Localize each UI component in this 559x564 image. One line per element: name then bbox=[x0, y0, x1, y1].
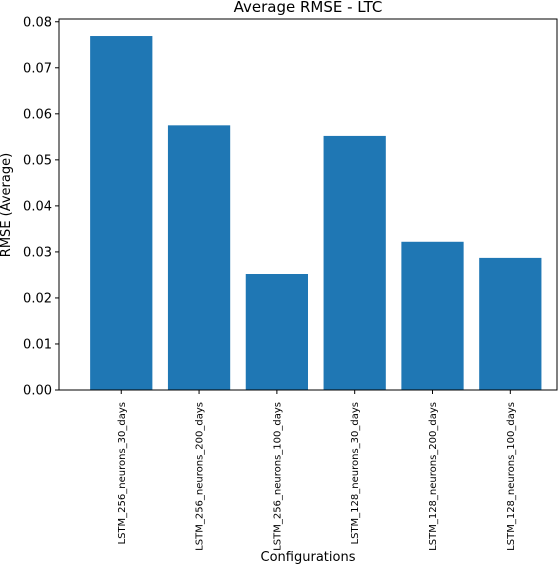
bar bbox=[167, 125, 231, 390]
y-tick-label: 0.06 bbox=[23, 107, 52, 122]
y-axis-label: RMSE (Average) bbox=[0, 153, 14, 257]
y-tick-label: 0.04 bbox=[23, 199, 52, 214]
bar bbox=[90, 36, 153, 390]
x-tick-label: LSTM_256_neurons_200_days bbox=[195, 402, 206, 551]
y-tick-label: 0.08 bbox=[23, 15, 52, 30]
bar bbox=[323, 135, 386, 390]
y-tick-label: 0.07 bbox=[23, 61, 52, 76]
x-tick-label: LSTM_128_neurons_30_days bbox=[350, 402, 361, 544]
chart-title: Average RMSE - LTC bbox=[234, 0, 383, 16]
bar bbox=[401, 241, 464, 390]
y-tick-label: 0.00 bbox=[23, 384, 52, 399]
x-axis-label: Configurations bbox=[261, 550, 356, 564]
x-tick-label: LSTM_128_neurons_200_days bbox=[428, 402, 439, 551]
y-tick-label: 0.01 bbox=[23, 337, 52, 352]
plot-area: 0.00 0.01 0.02 0.03 0.04 0.05 0.06 0.07 0.08 LSTM… bbox=[23, 15, 558, 551]
bar bbox=[245, 274, 308, 390]
y-tick-label: 0.05 bbox=[23, 153, 52, 168]
y-tick-label: 0.02 bbox=[23, 291, 52, 306]
x-tick-label: LSTM_256_neurons_100_days bbox=[272, 402, 283, 551]
x-tick-label: LSTM_128_neurons_100_days bbox=[506, 402, 517, 551]
plot-frame bbox=[58, 18, 558, 391]
x-tick-label: LSTM_256_neurons_30_days bbox=[117, 402, 128, 544]
bar bbox=[479, 257, 542, 390]
y-tick-label: 0.03 bbox=[23, 245, 52, 260]
